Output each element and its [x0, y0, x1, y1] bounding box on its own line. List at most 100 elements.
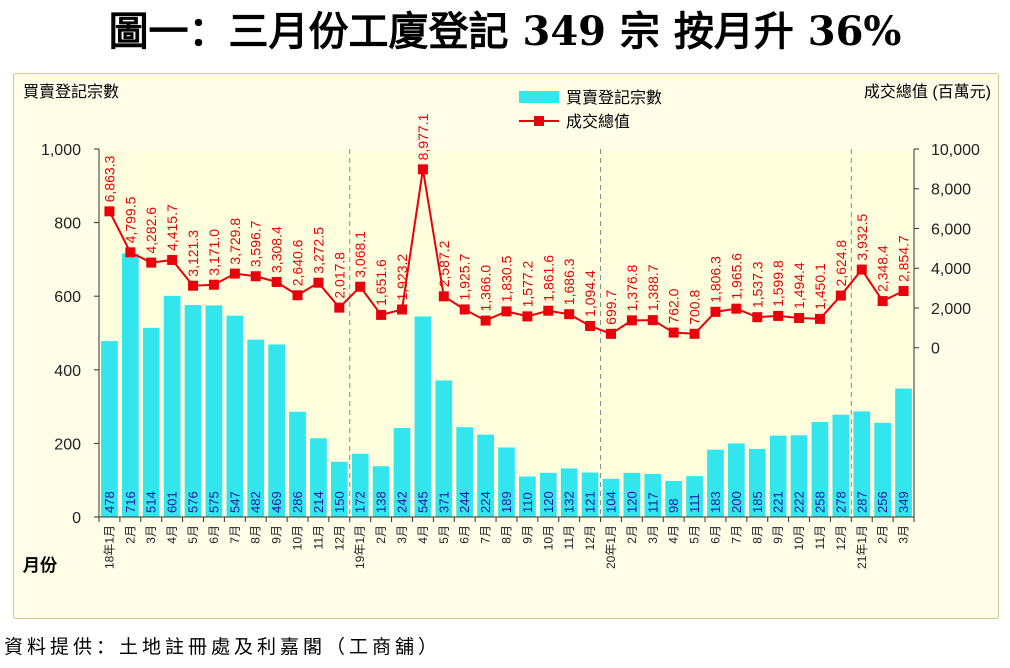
- x-tick-label: 4月: [416, 525, 430, 544]
- x-tick-label: 6月: [207, 525, 221, 544]
- legend-label-bars: 買賣登記宗數: [566, 89, 662, 107]
- bar-value-label: 469: [269, 491, 284, 513]
- line-value-label: 1,537.3: [749, 261, 765, 308]
- line-marker: [438, 291, 449, 302]
- line-marker: [794, 313, 805, 324]
- bar: [769, 435, 787, 517]
- line-value-label: 1,925.7: [457, 254, 473, 301]
- line-value-label: 1,686.3: [561, 258, 577, 305]
- page-title: 圖一：三月份工廈登記 349 宗 按月升 36%: [108, 8, 902, 55]
- right-axis-title: 成交總值 (百萬元): [864, 83, 991, 101]
- line-value-label: 699.7: [603, 290, 619, 325]
- line-marker: [459, 304, 470, 315]
- bar: [330, 461, 348, 517]
- bar: [142, 327, 160, 517]
- bar: [456, 427, 474, 517]
- line-value-label: 3,171.0: [206, 229, 222, 276]
- bar: [728, 443, 745, 517]
- bar-value-label: 117: [645, 492, 660, 513]
- x-tick-label: 7月: [479, 525, 493, 544]
- line-marker: [856, 264, 867, 275]
- line-marker: [752, 312, 763, 323]
- bar: [811, 422, 829, 517]
- left-tick-label: 600: [54, 289, 81, 306]
- x-axis-title: 月份: [22, 555, 58, 575]
- line-marker: [877, 296, 888, 307]
- bar: [289, 411, 306, 517]
- line-series: 6,863.3 4,799.5 4,282.6 4,415.7 3,121.3 3,171…: [101, 113, 912, 339]
- chart: 478 716 514 601 576 575 547 482 469 286 214 150 172 1…: [13, 73, 999, 619]
- x-tick-label: 12月: [834, 525, 848, 550]
- bar: [623, 472, 641, 517]
- x-tick-label: 10月: [541, 525, 555, 550]
- bar: [498, 447, 515, 517]
- bar-value-label: 150: [332, 491, 347, 513]
- x-tick-label: 9月: [520, 525, 534, 544]
- x-tick-label: 2月: [625, 525, 639, 544]
- line-value-label: 3,932.5: [854, 214, 870, 261]
- bar-value-label: 111: [687, 493, 702, 513]
- line-value-label: 1,965.6: [728, 253, 744, 300]
- bar: [184, 305, 202, 517]
- x-tick-label: 9月: [771, 525, 785, 544]
- bar-value-label: 98: [666, 499, 681, 513]
- bar: [393, 427, 411, 517]
- bar: [372, 466, 390, 517]
- x-tick-label: 5月: [186, 525, 200, 544]
- left-tick-label: 800: [54, 216, 81, 233]
- line-value-label: 2,587.2: [436, 240, 452, 287]
- bar: [895, 388, 912, 517]
- x-tick-label: 12月: [332, 525, 346, 550]
- line-marker: [647, 315, 658, 326]
- bar-value-label: 104: [603, 491, 618, 513]
- bar: [163, 295, 181, 517]
- line-marker: [229, 268, 240, 279]
- bar: [247, 339, 265, 517]
- x-tick-label: 4月: [165, 525, 179, 544]
- x-tick-label: 2月: [374, 525, 388, 544]
- bar-value-label: 121: [583, 491, 598, 513]
- line-marker: [626, 315, 637, 326]
- bar: [477, 434, 494, 517]
- bar: [832, 414, 850, 517]
- x-tick-label: 6月: [708, 525, 722, 544]
- line-marker: [814, 313, 825, 324]
- line-value-label: 1,806.3: [707, 256, 723, 303]
- line-marker: [188, 280, 199, 291]
- bar-value-label: 547: [227, 491, 242, 513]
- x-tick-label: 11月: [813, 525, 827, 549]
- x-tick-label: 7月: [228, 525, 242, 544]
- line-marker: [271, 276, 282, 287]
- left-tick-label: 200: [54, 436, 81, 453]
- line-value-label: 1,450.1: [812, 263, 828, 310]
- left-tick-label: 400: [54, 363, 81, 380]
- bar-value-label: 575: [206, 491, 221, 513]
- bar: [268, 344, 285, 517]
- bar: [874, 422, 892, 517]
- line-value-label: 2,624.8: [833, 240, 849, 287]
- year-separators: [349, 149, 852, 517]
- bar-value-label: 185: [750, 491, 765, 513]
- bar: [790, 435, 808, 517]
- bar: [351, 453, 369, 517]
- x-tick-label: 10月: [291, 525, 305, 550]
- line-marker: [125, 247, 136, 258]
- line-value-label: 3,068.1: [352, 231, 368, 278]
- bar: [707, 449, 724, 517]
- bar: [539, 472, 557, 517]
- line-marker: [167, 254, 178, 265]
- x-tick-label: 7月: [729, 525, 743, 544]
- x-tick-label: 5月: [688, 525, 702, 544]
- line-value-label: 700.8: [687, 290, 703, 325]
- bar-value-label: 286: [290, 491, 305, 513]
- line-value-label: 3,729.8: [227, 218, 243, 265]
- x-tick-label: 2月: [876, 525, 890, 544]
- line-value-label: 3,272.5: [310, 227, 326, 274]
- line-marker: [605, 328, 616, 339]
- x-tick-label: 11月: [311, 525, 325, 549]
- line-value-label: 1,830.5: [499, 255, 515, 302]
- bar-value-label: 242: [395, 491, 410, 513]
- x-tick-label: 12月: [583, 525, 597, 550]
- bar-value-label: 132: [562, 491, 577, 513]
- line-value-label: 3,308.4: [269, 226, 285, 273]
